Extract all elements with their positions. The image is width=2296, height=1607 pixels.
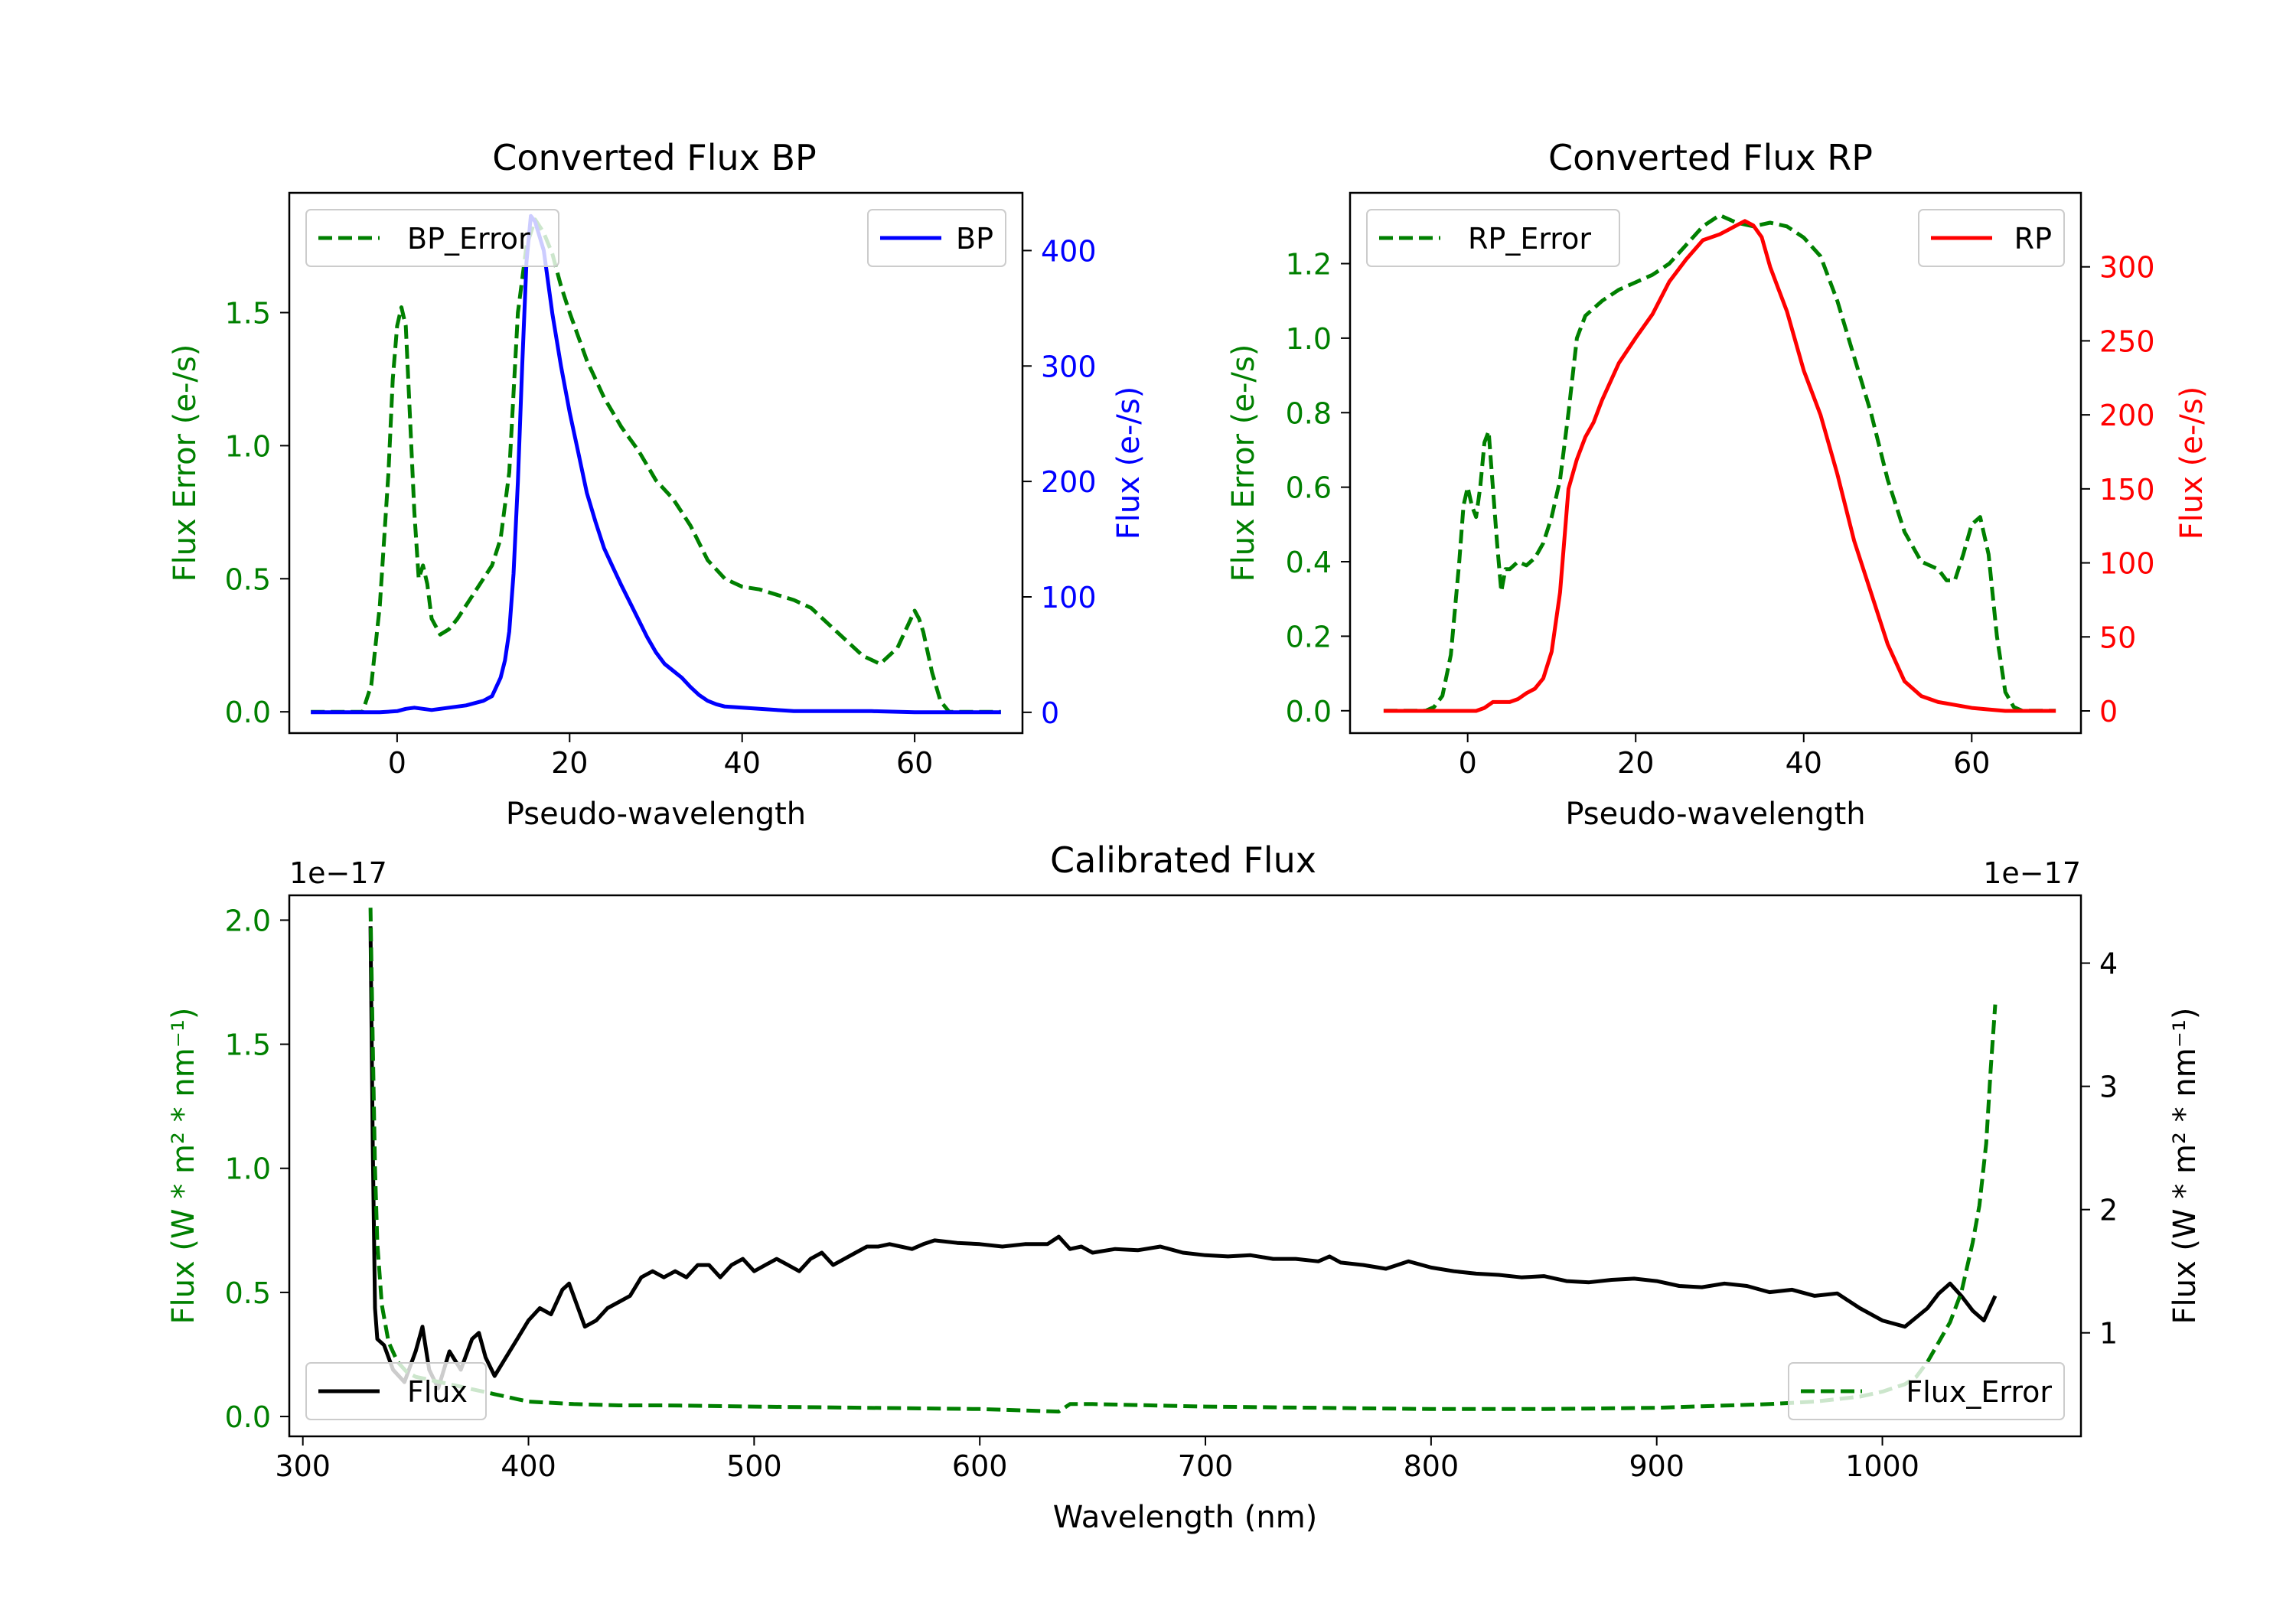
bp-legend-left-label: BP_Error xyxy=(407,222,530,256)
rp-ytick-right-label: 0 xyxy=(2099,695,2118,729)
cal-xtick-label: 400 xyxy=(501,1449,556,1483)
rp-ytick-right-label: 300 xyxy=(2099,251,2155,285)
bp-ylabel-right: Flux (e-/s) xyxy=(1111,386,1146,539)
cal-legend-right-label: Flux_Error xyxy=(1906,1375,2052,1409)
rp-ytick-left-label: 0.6 xyxy=(1286,471,1332,505)
cal-ytick-right-label: 4 xyxy=(2099,947,2118,981)
cal-ytick-left-label: 2.0 xyxy=(225,904,271,937)
rp-ytick-left-label: 0.2 xyxy=(1286,620,1332,654)
cal-ytick-right-label: 2 xyxy=(2099,1194,2118,1227)
rp-xtick-label: 60 xyxy=(1953,746,1990,780)
cal-legend-left-box xyxy=(305,1362,487,1420)
bp-ytick-left-label: 1.5 xyxy=(225,297,271,331)
cal-legend-right-box xyxy=(1788,1362,2065,1420)
bp-ytick-right-label: 200 xyxy=(1041,465,1097,499)
bp-xtick-label: 60 xyxy=(896,746,933,780)
cal-xtick-label: 800 xyxy=(1404,1449,1459,1483)
rp-chart: 0 20 40 60 0.0 0.2 0.4 0.6 0.8 1.0 1.2 0 50 100 150 200… xyxy=(1226,191,2210,832)
bp-axes-frame xyxy=(288,191,1024,735)
bp-xtick-label: 0 xyxy=(388,746,406,780)
cal-xtick-label: 500 xyxy=(726,1449,782,1483)
rp-xtick-label: 0 xyxy=(1459,746,1477,780)
rp-ylabel-left: Flux Error (e-/s) xyxy=(1226,344,1261,582)
cal-title: Calibrated Flux xyxy=(1050,839,1316,881)
cal-ytick-left-label: 1.5 xyxy=(225,1028,271,1062)
cal-xtick-label: 900 xyxy=(1629,1449,1684,1483)
cal-xtick-label: 600 xyxy=(952,1449,1008,1483)
rp-ytick-left-label: 1.2 xyxy=(1286,248,1332,282)
bp-xtick-label: 40 xyxy=(724,746,761,780)
rp-series-rp-line xyxy=(1383,219,2056,713)
bp-series-bp-error-line xyxy=(311,217,1001,714)
cal-ylabel-left: Flux (W * m² * nm⁻¹) xyxy=(166,1008,201,1325)
cal-ytick-right-label: 1 xyxy=(2099,1317,2118,1351)
bp-series-bp-line xyxy=(311,214,1001,715)
bp-chart: 0 20 40 60 0.0 0.5 1.0 1.5 0 100 200 300 400 Pseudo-w… xyxy=(168,191,1146,832)
bp-ytick-left-label: 0.0 xyxy=(225,696,271,729)
bp-legend-left-box xyxy=(305,209,559,267)
bp-ytick-left-label: 0.5 xyxy=(225,562,271,596)
rp-legend-left-label: RP_Error xyxy=(1468,222,1591,256)
cal-xtick-label: 1000 xyxy=(1845,1449,1919,1483)
rp-xtick-label: 20 xyxy=(1617,746,1654,780)
rp-xtick-label: 40 xyxy=(1786,746,1822,780)
bp-title: Converted Flux BP xyxy=(492,137,817,178)
bp-ytick-right-label: 300 xyxy=(1041,350,1097,383)
rp-xlabel: Pseudo-wavelength xyxy=(1565,797,1865,832)
rp-ylabel-right: Flux (e-/s) xyxy=(2174,386,2210,539)
rp-ytick-right-label: 250 xyxy=(2099,324,2155,358)
bp-ylabel-left: Flux Error (e-/s) xyxy=(168,344,203,582)
cal-xtick-label: 300 xyxy=(275,1449,331,1483)
rp-legend-right-label: RP xyxy=(2014,222,2052,256)
bp-ytick-left-label: 1.0 xyxy=(225,429,271,463)
cal-ytick-left-label: 0.5 xyxy=(225,1276,271,1310)
bp-ytick-right-label: 100 xyxy=(1041,581,1097,614)
cal-offset-right: 1e−17 xyxy=(1983,856,2081,890)
rp-ytick-left-label: 1.0 xyxy=(1286,322,1332,356)
rp-ytick-left-label: 0.8 xyxy=(1286,396,1332,430)
cal-chart: 300 400 500 600 700 800 900 1000 0.0 0.5 1.0 1.5 2.0… xyxy=(166,856,2203,1535)
rp-ytick-right-label: 200 xyxy=(2099,399,2155,432)
cal-ylabel-right: Flux (W * m² * nm⁻¹) xyxy=(2167,1008,2203,1325)
cal-offset-left: 1e−17 xyxy=(289,856,387,890)
cal-series-flux-line xyxy=(368,926,1998,1390)
cal-axes-frame xyxy=(288,894,2082,1438)
cal-legend-left-label: Flux xyxy=(407,1375,468,1409)
bp-ytick-right-label: 0 xyxy=(1041,696,1059,730)
rp-ytick-left-label: 0.4 xyxy=(1286,546,1332,579)
rp-ytick-right-label: 50 xyxy=(2099,621,2136,654)
bp-legend-right-label: BP xyxy=(956,222,993,256)
rp-axes-frame xyxy=(1349,191,2082,735)
rp-ytick-right-label: 100 xyxy=(2099,547,2155,581)
rp-title: Converted Flux RP xyxy=(1548,137,1873,178)
cal-ytick-right-label: 3 xyxy=(2099,1071,2118,1104)
rp-ytick-left-label: 0.0 xyxy=(1286,695,1332,729)
cal-ytick-left-label: 0.0 xyxy=(225,1400,271,1434)
cal-ytick-left-label: 1.0 xyxy=(225,1152,271,1186)
bp-xtick-label: 20 xyxy=(551,746,588,780)
bp-ytick-right-label: 400 xyxy=(1041,234,1097,268)
cal-xlabel: Wavelength (nm) xyxy=(1053,1500,1318,1535)
cal-xtick-label: 700 xyxy=(1178,1449,1234,1483)
rp-legend-left-box xyxy=(1366,209,1620,267)
rp-series-rp-error-line xyxy=(1383,213,2056,713)
rp-ytick-right-label: 150 xyxy=(2099,473,2155,507)
bp-xlabel: Pseudo-wavelength xyxy=(506,797,806,832)
